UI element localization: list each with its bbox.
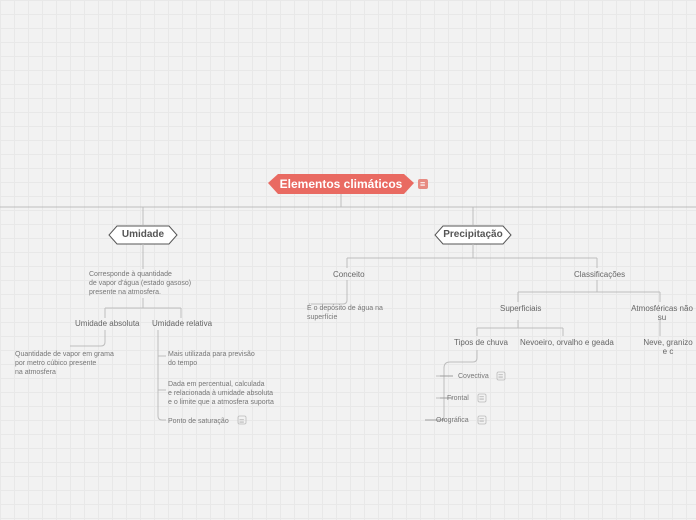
tipo-frontal[interactable]: Frontal: [447, 394, 469, 403]
tipo-covectiva[interactable]: Covectiva: [458, 372, 489, 381]
absoluta-note: Quantidade de vapor em grama por metro c…: [15, 350, 114, 377]
tipo-covectiva-icon[interactable]: ≡: [498, 371, 503, 383]
root-node[interactable]: Elementos climáticos: [271, 177, 411, 191]
tipo-frontal-icon[interactable]: ≡: [479, 393, 484, 405]
classificacoes[interactable]: Classificações: [574, 270, 625, 279]
root-note-icon[interactable]: ≡: [420, 179, 425, 191]
umidade-relativa[interactable]: Umidade relativa: [152, 319, 212, 328]
conceito-note: É o depósito de água na superfície: [307, 304, 383, 322]
precipitacao-label: Precipitação: [443, 229, 502, 240]
node-precipitacao[interactable]: Precipitação: [431, 229, 515, 240]
root-label: Elementos climáticos: [280, 177, 403, 191]
conceito[interactable]: Conceito: [333, 270, 365, 279]
umidade-label: Umidade: [122, 229, 164, 240]
tipos-chuva[interactable]: Tipos de chuva: [454, 338, 508, 347]
neve: Neve, granizo e c: [640, 338, 696, 356]
relativa-note1: Mais utilizada para previsão do tempo: [168, 350, 255, 368]
tipo-orografica[interactable]: Orográfica: [436, 416, 469, 425]
umidade-absoluta[interactable]: Umidade absoluta: [75, 319, 139, 328]
relativa-note2: Dada em percentual, calculada e relacion…: [168, 380, 274, 407]
tipo-orografica-icon[interactable]: ≡: [479, 415, 484, 427]
umidade-desc: Corresponde à quantidade de vapor d'água…: [89, 270, 191, 297]
nevoeiro: Nevoeiro, orvalho e geada: [520, 338, 614, 347]
node-umidade[interactable]: Umidade: [101, 229, 185, 240]
superficiais[interactable]: Superficiais: [500, 304, 541, 313]
relativa-note3-icon[interactable]: ≡: [239, 416, 244, 428]
atmosfericas[interactable]: Atmosféricas não su: [628, 304, 696, 322]
relativa-note3[interactable]: Ponto de saturação: [168, 417, 229, 426]
